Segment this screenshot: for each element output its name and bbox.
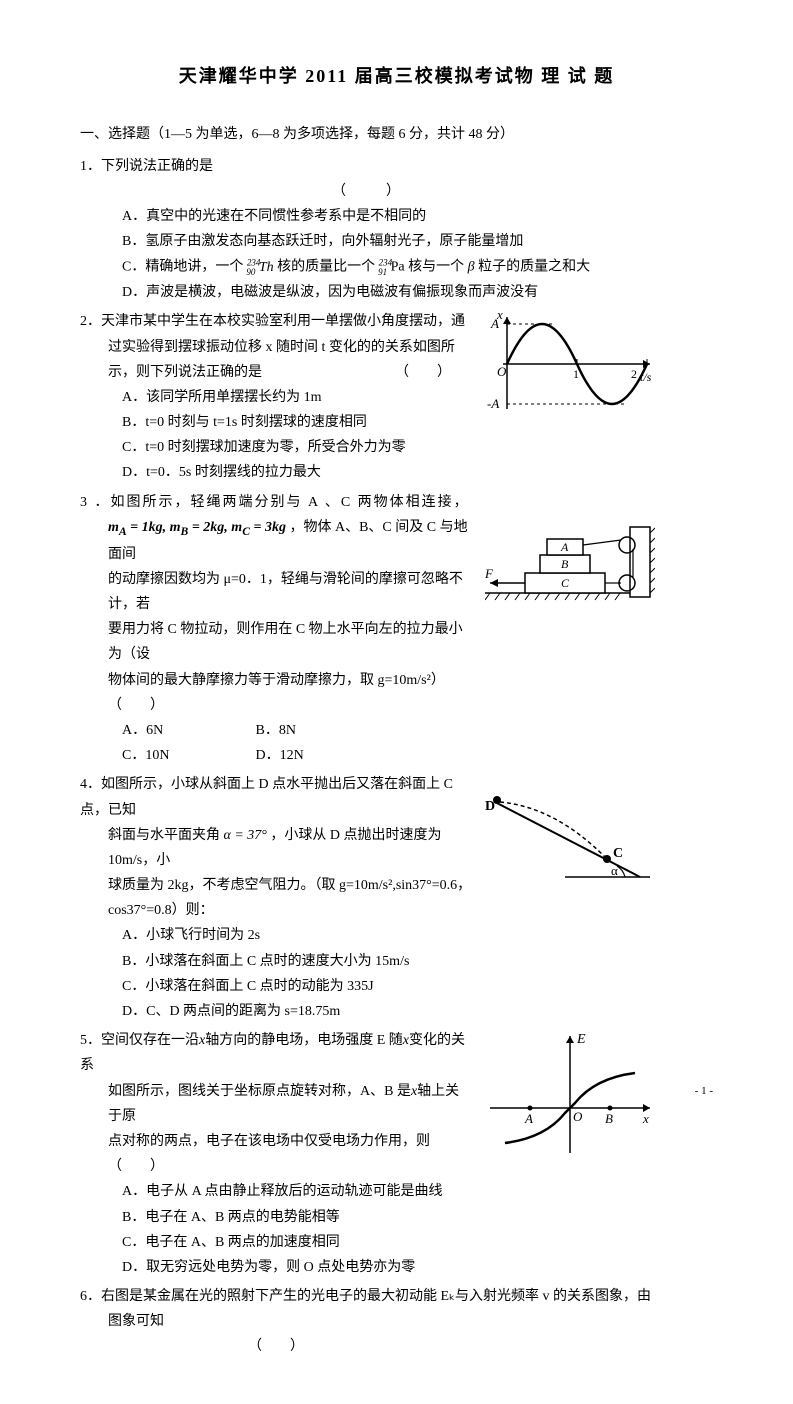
q3-opt-b: B．8N bbox=[256, 718, 386, 743]
question-6: 6．右图是某金属在光的照射下产生的光电子的最大初动能 Eₖ与入射光频率 v 的关… bbox=[80, 1284, 713, 1360]
efield-graph: E x A O B bbox=[485, 1028, 655, 1158]
q1-opt-d: D．声波是横波，电磁波是纵波，因为电磁波有偏振现象而声波没有 bbox=[80, 280, 713, 305]
page-title: 天津耀华中学 2011 届高三校模拟考试物 理 试 题 bbox=[80, 60, 713, 92]
svg-text:C: C bbox=[613, 846, 623, 861]
q2-l3: 示，则下列说法正确的是 （ ） bbox=[80, 360, 472, 385]
q4-opt-d: D．C、D 两点间的距离为 s=18.75m bbox=[80, 999, 472, 1024]
question-2: x A -A O 1 2 t/s 2．天津市某中学生在本校实验室利用一单摆做小角… bbox=[80, 309, 713, 485]
q3-formula-line: mA = 1kg, mB = 2kg, mC = 3kg ，物体 A、B、C 间… bbox=[80, 515, 472, 567]
projectile-incline-diagram: D C α bbox=[485, 782, 655, 892]
svg-text:A: A bbox=[524, 1111, 533, 1126]
q3-l4: 要用力将 C 物拉动，则作用在 C 物上水平向左的拉力最小为（设 bbox=[80, 617, 472, 667]
q4-alpha: α = 37° bbox=[224, 828, 267, 843]
q5-l2-pre: 如图所示，图线关于坐标原点旋转对称，A、B 是 bbox=[108, 1084, 411, 1099]
q5-l1: 5．空间仅存在一沿x轴方向的静电场，电场强度 E 随x变化的关系 bbox=[80, 1028, 472, 1078]
q4-opt-a: A．小球飞行时间为 2s bbox=[80, 923, 472, 948]
q1c-end: 粒子的质量之和大 bbox=[478, 260, 590, 275]
q5-opt-c: C．电子在 A、B 两点的加速度相同 bbox=[80, 1230, 472, 1255]
q5-l3: 点对称的两点，电子在该电场中仅受电场力作用，则（ ） bbox=[80, 1129, 472, 1179]
q3-l1: 3 ．如图所示，轻绳两端分别与 A 、C 两物体相连接， bbox=[80, 490, 472, 515]
q5-l1-pre: 5．空间仅存在一沿 bbox=[80, 1033, 199, 1048]
q5-l2: 如图所示，图线关于坐标原点旋转对称，A、B 是x轴上关于原 bbox=[80, 1079, 472, 1129]
question-3: A B C F 3 ．如图所示，轻绳两端分别与 A 、C 两物体相连接， mA … bbox=[80, 490, 713, 769]
svg-text:O: O bbox=[497, 364, 507, 379]
question-5: E x A O B 5．空间仅存在一沿x轴方向的静电场，电场强度 E 随x变化的… bbox=[80, 1028, 713, 1280]
svg-text:C: C bbox=[561, 576, 570, 590]
q2-opt-c: C．t=0 时刻摆球加速度为零，所受合外力为零 bbox=[80, 435, 472, 460]
q4-l2: 斜面与水平面夹角 α = 37° ，小球从 D 点抛出时速度为 10m/s，小 bbox=[80, 823, 472, 873]
q1-stem: 1．下列说法正确的是 bbox=[80, 154, 713, 179]
q1c-isotope-pa: 23491 bbox=[379, 260, 388, 275]
q3-formula: mA = 1kg, mB = 2kg, mC = 3kg bbox=[108, 520, 286, 535]
q3-opt-a: A．6N bbox=[122, 718, 252, 743]
q5-l1-post: 轴方向的静电场，电场强度 E 随 bbox=[205, 1033, 403, 1048]
svg-text:1: 1 bbox=[573, 367, 579, 381]
q3-l3: 的动摩擦因数均为 μ=0．1，轻绳与滑轮间的摩擦可忽略不计，若 bbox=[80, 567, 472, 617]
q3-row-cd: C．10N D．12N bbox=[80, 743, 472, 768]
q2-opt-b: B．t=0 时刻与 t=1s 时刻摆球的速度相同 bbox=[80, 410, 472, 435]
q5-opt-b: B．电子在 A、B 两点的电势能相等 bbox=[80, 1205, 472, 1230]
question-4: D C α 4．如图所示，小球从斜面上 D 点水平抛出后又落在斜面上 C 点，已… bbox=[80, 772, 713, 1024]
q4-figure: D C α bbox=[485, 772, 713, 892]
q4-l4: cos37°=0.8）则： bbox=[80, 898, 472, 923]
svg-text:D: D bbox=[485, 799, 495, 814]
page-number: - 1 - bbox=[695, 1082, 713, 1102]
q1c-pre: C．精确地讲，一个 bbox=[122, 260, 243, 275]
svg-text:B: B bbox=[561, 557, 569, 571]
block-pulley-diagram: A B C F bbox=[485, 515, 655, 610]
q2-figure: x A -A O 1 2 t/s bbox=[485, 309, 713, 419]
q4-opt-c: C．小球落在斜面上 C 点时的动能为 335J bbox=[80, 974, 472, 999]
q5-opt-d: D．取无穷远处电势为零，则 O 点处电势亦为零 bbox=[80, 1255, 472, 1280]
section-heading: 一、选择题（1—5 为单选，6—8 为多项选择，每题 6 分，共计 48 分） bbox=[80, 122, 713, 147]
q2-l1: 2．天津市某中学生在本校实验室利用一单摆做小角度摆动，通 bbox=[80, 309, 472, 334]
q1c-beta: β bbox=[468, 260, 475, 275]
svg-text:x: x bbox=[642, 1111, 649, 1126]
q4-opt-b: B．小球落在斜面上 C 点时的速度大小为 15m/s bbox=[80, 949, 472, 974]
q1-opt-b: B．氢原子由激发态向基态跃迁时，向外辐射光子，原子能量增加 bbox=[80, 229, 713, 254]
q3-figure: A B C F bbox=[485, 490, 713, 610]
q6-paren: （ ） bbox=[80, 1334, 713, 1359]
q4-l2-pre: 斜面与水平面夹角 bbox=[108, 828, 220, 843]
svg-text:A: A bbox=[490, 316, 499, 331]
svg-text:2: 2 bbox=[631, 367, 637, 381]
q3-l5: 物体间的最大静摩擦力等于滑动摩擦力，取 g=10m/s²）（ ） bbox=[80, 668, 472, 718]
svg-text:E: E bbox=[576, 1032, 586, 1047]
svg-text:B: B bbox=[605, 1111, 613, 1126]
q6-l1: 6．右图是某金属在光的照射下产生的光电子的最大初动能 Eₖ与入射光频率 v 的关… bbox=[80, 1284, 713, 1309]
q4-l3: 球质量为 2kg，不考虑空气阻力。（取 g=10m/s²,sin37°=0.6， bbox=[80, 873, 472, 898]
svg-text:α: α bbox=[611, 863, 618, 878]
q3-opt-d: D．12N bbox=[256, 743, 386, 768]
q2-opt-d: D．t=0．5s 时刻摆线的拉力最大 bbox=[80, 460, 472, 485]
q1c-isotope-th: 23490 Th bbox=[247, 260, 277, 275]
q4-l1: 4．如图所示，小球从斜面上 D 点水平抛出后又落在斜面上 C 点，已知 bbox=[80, 772, 472, 822]
q1-paren: （ ） bbox=[80, 179, 713, 204]
q3-row-ab: A．6N B．8N bbox=[80, 718, 472, 743]
q5-opt-a: A．电子从 A 点由静止释放后的运动轨迹可能是曲线 bbox=[80, 1179, 472, 1204]
svg-text:A: A bbox=[560, 540, 569, 554]
sine-wave-graph: x A -A O 1 2 t/s bbox=[485, 309, 655, 419]
q1-opt-c: C．精确地讲，一个 23490 Th 核的质量比一个 23491 Pa 核与一个… bbox=[80, 254, 713, 280]
svg-text:F: F bbox=[485, 566, 494, 581]
q3-opt-c: C．10N bbox=[122, 743, 252, 768]
q1c-mid: 核的质量比一个 bbox=[277, 260, 375, 275]
svg-text:t/s: t/s bbox=[640, 370, 652, 384]
q6-l2: 图象可知 bbox=[80, 1309, 713, 1334]
q5-figure: E x A O B bbox=[485, 1028, 713, 1158]
svg-text:-A: -A bbox=[487, 396, 499, 411]
q1c-after: Pa 核与一个 bbox=[391, 260, 465, 275]
q2-opt-a: A．该同学所用单摆摆长约为 1m bbox=[80, 385, 472, 410]
q2-l2: 过实验得到摆球振动位移 x 随时间 t 变化的的关系如图所 bbox=[80, 335, 472, 360]
question-1: 1．下列说法正确的是 （ ） A．真空中的光速在不同惯性参考系中是不相同的 B．… bbox=[80, 154, 713, 306]
q1-opt-a: A．真空中的光速在不同惯性参考系中是不相同的 bbox=[80, 204, 713, 229]
